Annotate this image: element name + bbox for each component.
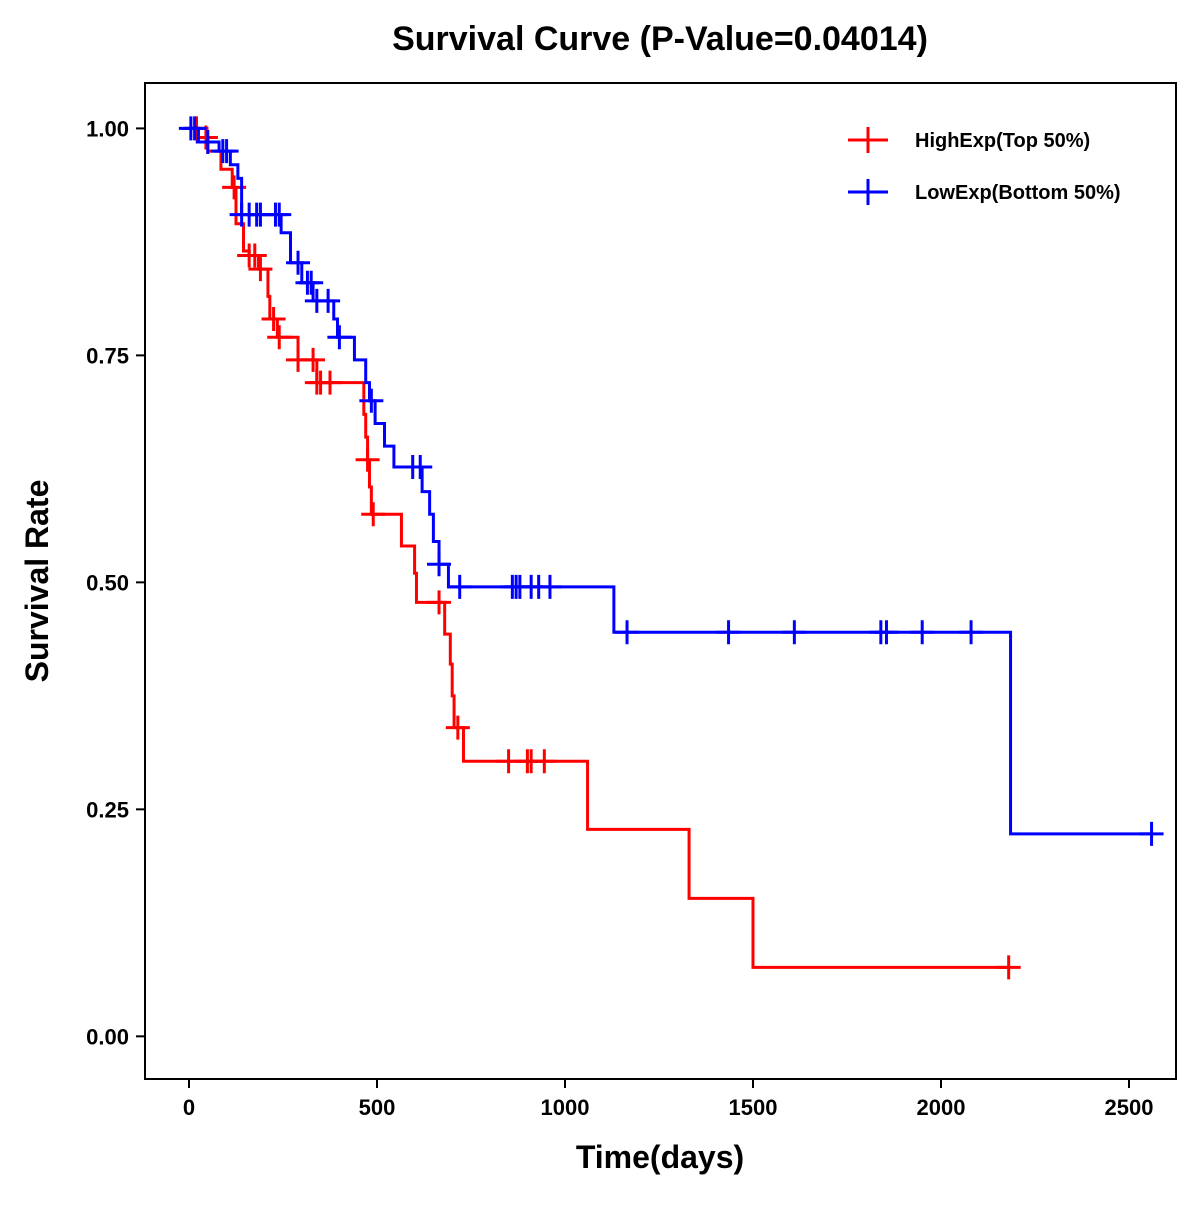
censor-mark — [214, 139, 239, 164]
x-tick-label: 1000 — [541, 1095, 590, 1120]
y-tick-label: 0.50 — [86, 570, 129, 595]
x-tick-label: 2500 — [1105, 1095, 1154, 1120]
censor-mark — [301, 347, 326, 372]
censor-mark — [267, 325, 292, 350]
x-axis: 0 500 1000 1500 2000 2500 — [183, 1079, 1154, 1120]
censor-mark — [996, 955, 1021, 980]
censor-mark — [427, 552, 452, 577]
y-axis-label: Survival Rate — [19, 480, 55, 683]
censor-mark — [408, 455, 433, 480]
x-tick-label: 2000 — [917, 1095, 966, 1120]
legend-label: LowExp(Bottom 50%) — [915, 182, 1121, 204]
legend-marker — [848, 179, 888, 205]
censor-mark — [182, 116, 207, 141]
plot-frame — [144, 82, 1177, 1080]
series-high-exp — [184, 116, 1021, 980]
censor-mark — [316, 288, 341, 313]
censor-mark — [317, 370, 342, 395]
survival-curve-line — [188, 126, 1009, 969]
legend-label: HighExp(Top 50%) — [915, 130, 1090, 152]
survival-curve-line — [188, 126, 1152, 836]
censor-mark — [910, 620, 935, 645]
censor-mark — [242, 243, 267, 268]
censor-mark — [447, 574, 472, 599]
censor-mark — [299, 270, 324, 295]
chart-title: Survival Curve (P-Value=0.04014) — [392, 20, 928, 58]
y-axis: 0.00 0.25 0.50 0.75 1.00 — [86, 116, 145, 1049]
y-tick-label: 0.00 — [86, 1024, 129, 1049]
x-tick-label: 0 — [183, 1095, 195, 1120]
y-tick-label: 0.75 — [86, 343, 129, 368]
series-low-exp — [178, 116, 1164, 846]
censor-mark — [716, 620, 741, 645]
censor-mark — [532, 749, 557, 774]
x-tick-label: 1500 — [729, 1095, 778, 1120]
censor-mark — [361, 502, 386, 527]
y-tick-label: 0.25 — [86, 797, 129, 822]
censor-mark — [782, 620, 807, 645]
censor-mark — [445, 715, 470, 740]
x-tick-label: 500 — [359, 1095, 396, 1120]
y-tick-label: 1.00 — [86, 116, 129, 141]
censor-mark — [615, 620, 640, 645]
curves — [178, 116, 1164, 980]
censor-mark — [874, 620, 899, 645]
censor-mark — [261, 307, 286, 332]
censor-mark — [1139, 821, 1164, 846]
censor-mark — [195, 130, 220, 155]
censor-mark — [355, 447, 380, 472]
legend: HighExp(Top 50%) LowExp(Bottom 50%) — [848, 127, 1121, 205]
censor-mark — [959, 620, 984, 645]
censor-mark — [327, 325, 352, 350]
censor-mark — [359, 388, 384, 413]
censor-mark — [427, 590, 452, 615]
censor-mark — [286, 250, 311, 275]
legend-marker — [848, 127, 888, 153]
censor-mark — [537, 574, 562, 599]
censor-mark — [267, 202, 292, 227]
x-axis-label: Time(days) — [576, 1139, 744, 1175]
censor-mark — [248, 257, 273, 282]
